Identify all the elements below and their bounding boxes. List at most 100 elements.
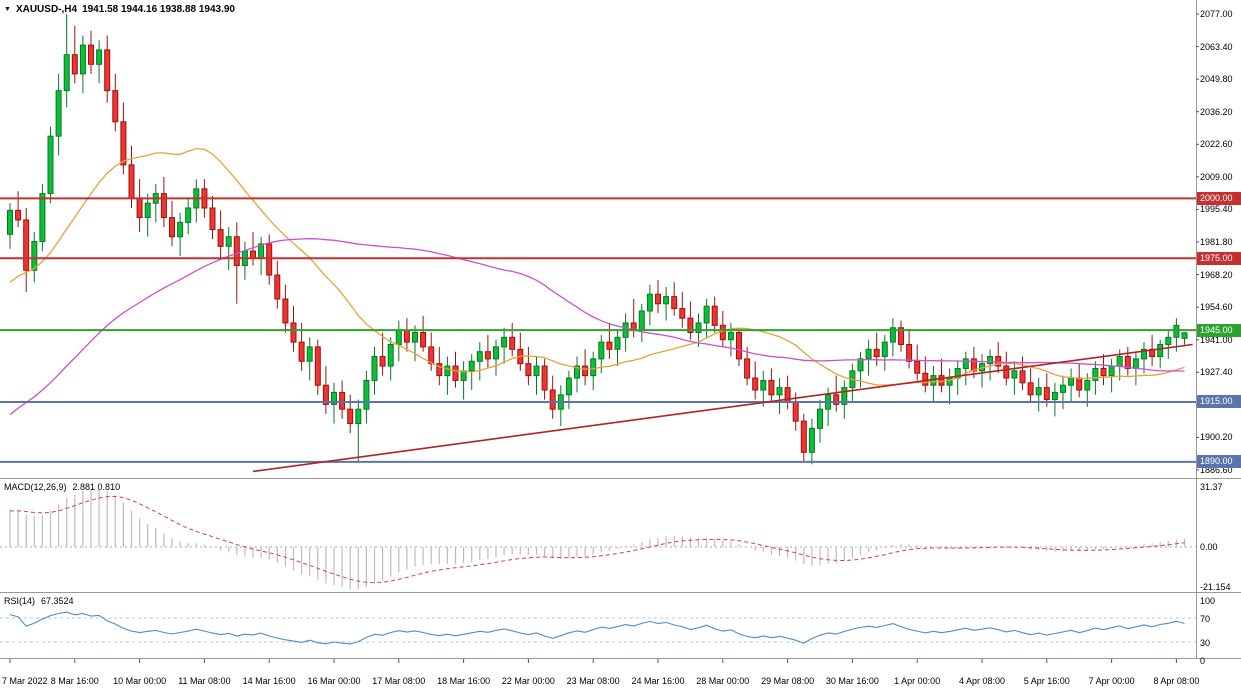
candle-body (1035, 387, 1042, 396)
candle-body (493, 346, 499, 360)
candle-body (298, 341, 305, 362)
candle-body (817, 408, 823, 429)
candle-body (1011, 370, 1018, 379)
candle-body (322, 384, 329, 405)
candle-body (290, 322, 297, 343)
candle-body (800, 420, 807, 453)
candle-body (412, 332, 418, 343)
candle-body (906, 344, 913, 362)
candle-body (347, 408, 354, 425)
candle-body (711, 305, 718, 326)
candle-body (387, 344, 394, 367)
candle-body (274, 274, 281, 300)
candle-body (1116, 355, 1123, 367)
candle-body (1019, 370, 1026, 384)
candle-body (79, 44, 86, 75)
candle-body (1157, 344, 1164, 357)
candle-body (96, 49, 103, 65)
candle-body (428, 346, 435, 365)
candle-body (987, 355, 994, 365)
candle-body (1084, 379, 1091, 391)
ohlc-readout: 1941.58 1944.16 1938.88 1943.90 (82, 4, 235, 15)
candle-body (841, 387, 848, 405)
candle-body (476, 351, 483, 362)
candle-body (1092, 367, 1099, 381)
trendline[interactable] (252, 343, 1193, 473)
candle-body (185, 207, 192, 223)
candle-body (225, 236, 232, 247)
candle-body (736, 332, 742, 360)
candle-body (31, 241, 38, 271)
candle-body (614, 336, 621, 350)
rsi-line (9, 611, 1185, 645)
candle-body (744, 358, 751, 379)
candle-body (420, 332, 427, 348)
candle-body (1141, 348, 1147, 360)
candle-body (112, 90, 119, 123)
candle-body (914, 360, 921, 374)
candle-body (938, 375, 945, 386)
candle-body (525, 363, 532, 377)
symbol-timeframe-label: XAUUSD-,H4 (15, 4, 78, 15)
candle-body (436, 363, 443, 377)
candle-body (444, 365, 451, 377)
rsi-name: RSI(14) (4, 596, 36, 606)
candle-body (88, 44, 94, 65)
candle-body (760, 379, 767, 391)
rsi-panel (0, 611, 1196, 645)
candle-body (703, 305, 710, 324)
candle-body (501, 336, 508, 348)
candle-body (1027, 382, 1034, 396)
macd-values: 2.881 0.810 (72, 482, 121, 492)
candle-body (898, 327, 904, 346)
candle-body (71, 54, 78, 75)
candle-body (865, 348, 872, 360)
candle-body (15, 209, 22, 221)
candle-body (460, 370, 467, 381)
candle-body (1181, 332, 1188, 339)
candle-body (63, 54, 70, 92)
panel-borders (0, 0, 1241, 663)
candle-body (582, 365, 589, 377)
candle-body (752, 377, 759, 391)
candle-body (881, 341, 888, 357)
candle-body (727, 332, 734, 341)
candle-body (217, 229, 224, 247)
sma-fast-line (9, 147, 1185, 386)
candle-body (379, 355, 386, 367)
candle-body (136, 197, 143, 219)
candle-body (266, 243, 273, 276)
candle-body (314, 346, 321, 386)
candle-body (541, 365, 548, 391)
candle-body (565, 377, 572, 396)
candle-body (484, 351, 491, 360)
candle-body (169, 217, 175, 238)
candle-body (873, 348, 880, 357)
candle-body (339, 391, 346, 410)
macd-name: MACD(12,26,9) (4, 482, 67, 492)
candle-body (23, 219, 30, 271)
candle-body (638, 310, 645, 331)
candle-body (922, 372, 929, 386)
candle-body (509, 336, 516, 350)
candle-body (209, 207, 216, 231)
candle-body (1043, 387, 1050, 401)
candle-body (646, 293, 653, 312)
candle-body (671, 296, 678, 310)
candle-body (104, 49, 111, 92)
symbol-dropdown-icon[interactable]: ▼ (4, 5, 11, 13)
candle-body (833, 394, 840, 405)
candle-body (1132, 358, 1139, 369)
candle-body (395, 329, 402, 346)
candle-body (403, 329, 410, 343)
candle-body (120, 121, 127, 166)
rsi-value: 67.3524 (41, 596, 74, 606)
macd-indicator-label: MACD(12,26,9) 2.881 0.810 (4, 482, 120, 492)
candle-body (7, 209, 13, 235)
candle-body (808, 427, 815, 453)
candle-body (1076, 377, 1083, 391)
candle-body (679, 308, 686, 319)
candle-body (792, 401, 799, 422)
